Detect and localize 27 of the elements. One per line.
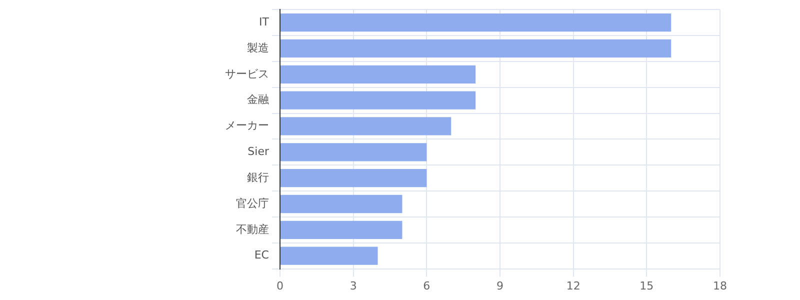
- bar: [280, 13, 672, 32]
- y-tick-label: サービス: [225, 67, 269, 80]
- bar: [280, 91, 476, 110]
- bar: [280, 65, 476, 84]
- bar: [280, 220, 402, 239]
- y-tick-label: IT: [259, 15, 270, 28]
- y-tick-label: EC: [254, 248, 270, 262]
- bar: [280, 169, 427, 188]
- x-tick-label: 3: [350, 279, 357, 292]
- bar: [280, 117, 452, 136]
- y-tick-label: 不動産: [236, 222, 269, 236]
- y-tick-label: 製造: [247, 41, 269, 54]
- x-tick-label: 12: [566, 279, 580, 292]
- y-tick-label: 官公庁: [236, 196, 269, 210]
- bar: [280, 143, 427, 162]
- y-tick-label: 銀行: [247, 170, 269, 184]
- y-tick-label: メーカー: [225, 119, 269, 132]
- y-tick-label: 金融: [247, 93, 269, 106]
- y-tick-label: Sier: [248, 145, 270, 158]
- x-tick-label: 18: [713, 279, 727, 292]
- x-tick-label: 9: [496, 279, 504, 292]
- bar: [280, 194, 402, 214]
- x-tick-label: 6: [423, 279, 430, 292]
- bar: [280, 246, 378, 265]
- x-tick-label: 0: [276, 279, 284, 292]
- bar: [280, 39, 672, 58]
- x-tick-label: 15: [640, 279, 654, 292]
